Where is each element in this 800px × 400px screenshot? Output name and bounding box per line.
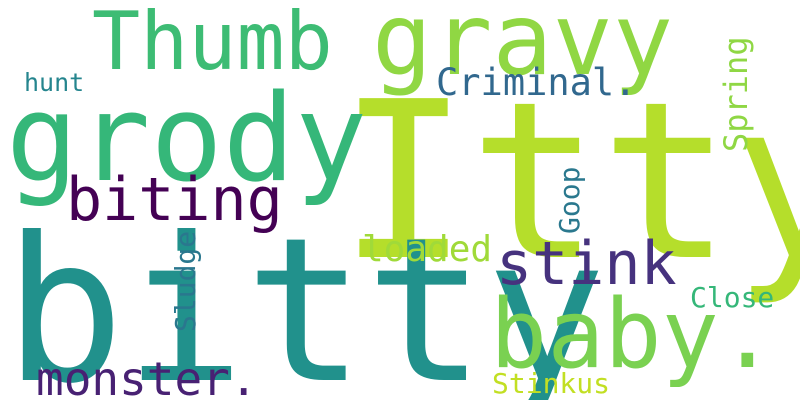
word-biting: biting bbox=[66, 165, 283, 235]
word-criminal: Criminal. bbox=[436, 61, 637, 104]
word-stink: stink bbox=[496, 229, 677, 299]
word-thumb: Thumb bbox=[92, 0, 333, 88]
word-hunt: hunt bbox=[24, 68, 85, 97]
word-itty: Itty bbox=[338, 56, 800, 309]
word-loaded: loaded bbox=[362, 229, 493, 270]
word-spring: Spring bbox=[717, 36, 755, 152]
word-stinkus: Stinkus bbox=[492, 367, 611, 400]
word-goop: Goop bbox=[553, 166, 586, 234]
word-bitty: bitty bbox=[4, 195, 607, 400]
word-close: Close bbox=[690, 281, 775, 314]
word-gravy: gravy bbox=[372, 0, 674, 98]
word-sludge: Sludge bbox=[169, 230, 202, 332]
word-monster: monster. bbox=[36, 352, 258, 400]
word-grody: grody bbox=[6, 70, 368, 209]
word-baby: baby. bbox=[490, 280, 776, 390]
